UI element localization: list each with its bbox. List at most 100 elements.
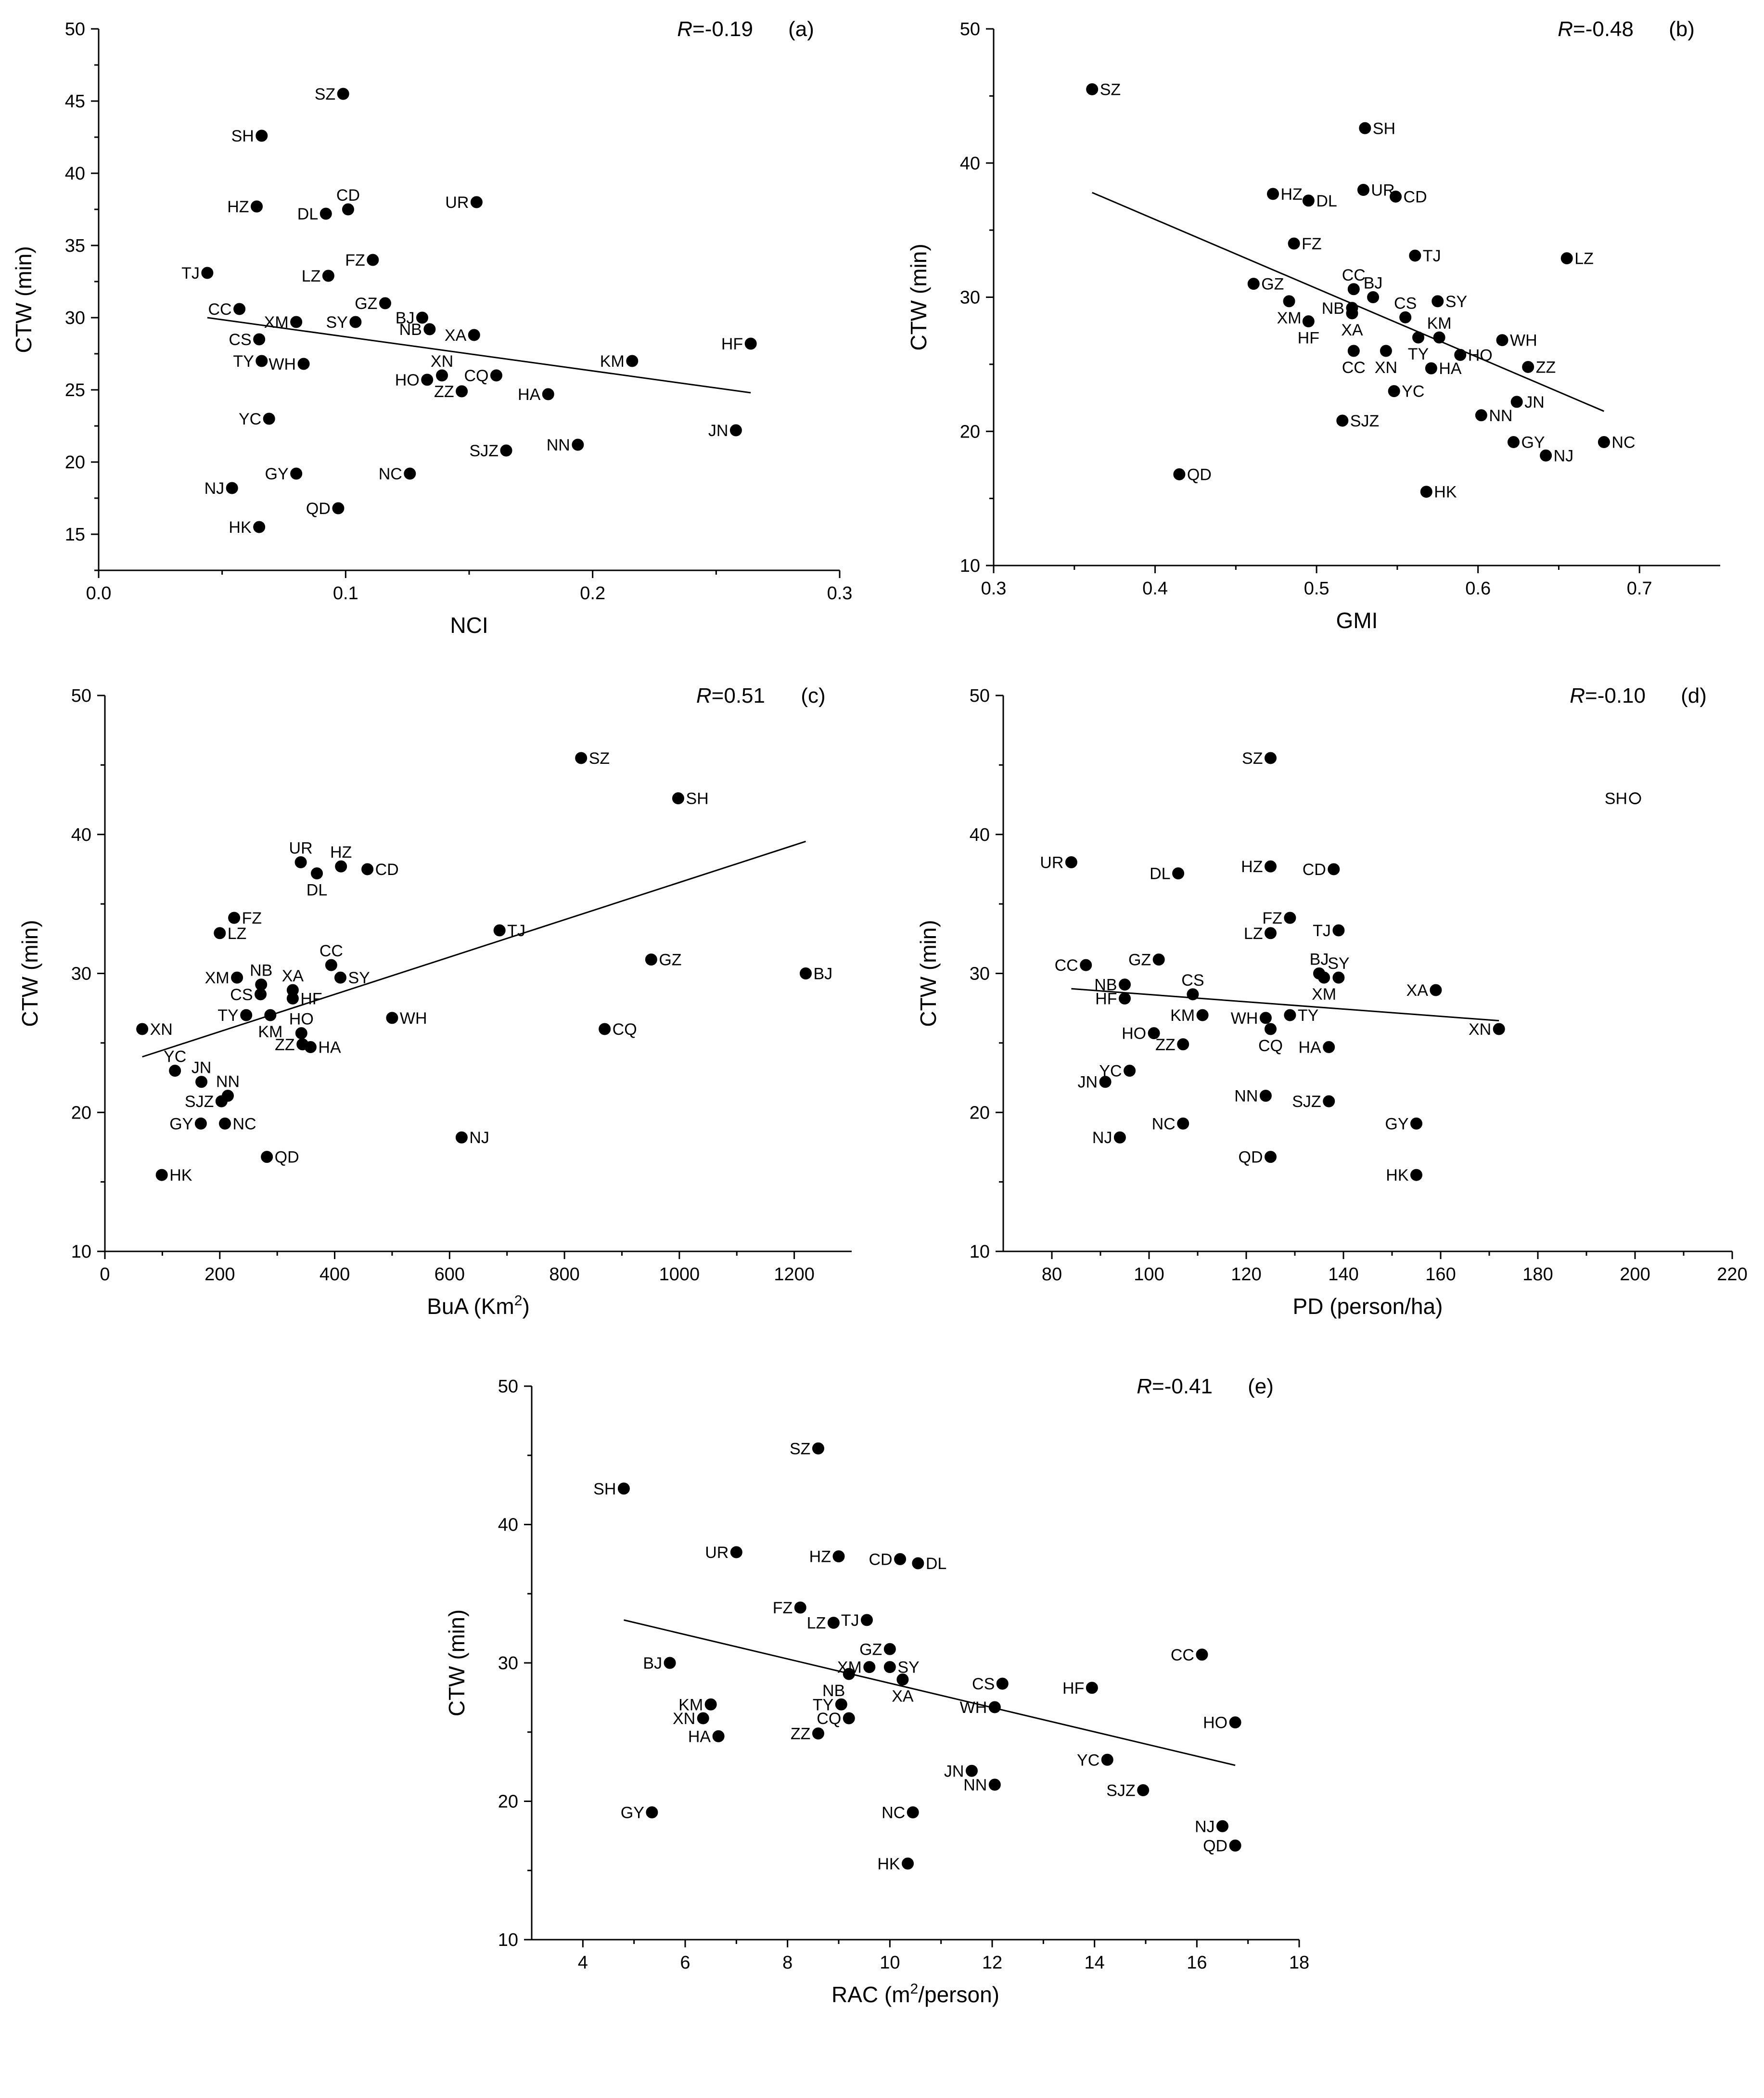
- data-point: [263, 412, 275, 425]
- point-label: XA: [1341, 321, 1363, 339]
- y-axis-label: CTW (min): [444, 1609, 469, 1716]
- point-label: GY: [621, 1804, 644, 1822]
- point-label: SJZ: [1292, 1093, 1321, 1111]
- point-label: TJ: [1423, 247, 1441, 265]
- x-axis-label-text: BuA (Km: [427, 1294, 514, 1319]
- data-point: [294, 856, 307, 868]
- point-label: UR: [1040, 854, 1063, 872]
- point-label: NC: [1611, 434, 1635, 452]
- point-label: YC: [164, 1048, 186, 1066]
- x-axis-label: BuA (Km2): [427, 1293, 530, 1319]
- data-point: [835, 1698, 847, 1711]
- point-label: NN: [547, 436, 570, 454]
- point-label: GZ: [355, 295, 377, 313]
- point-label: CD: [869, 1550, 892, 1569]
- panel-label: (d): [1681, 684, 1707, 708]
- data-point: [155, 1169, 168, 1181]
- point-label: NN: [963, 1776, 987, 1794]
- data-point: [1137, 1784, 1150, 1796]
- x-axis-label-tail: /person): [918, 1982, 999, 2007]
- data-point: [1086, 1682, 1098, 1694]
- y-tick-label: 40: [970, 825, 990, 845]
- y-tick-label: 20: [71, 1103, 91, 1123]
- data-point: [320, 207, 332, 220]
- data-point: [1347, 283, 1360, 296]
- point-label: HA: [318, 1039, 341, 1057]
- correlation-r: R: [696, 684, 712, 708]
- point-label: LZ: [807, 1614, 826, 1633]
- point-label: GZ: [1261, 275, 1284, 294]
- data-point: [470, 196, 483, 208]
- point-label: SJZ: [1106, 1782, 1135, 1800]
- data-point: [626, 355, 639, 367]
- data-point: [1399, 311, 1412, 323]
- x-tick-label: 180: [1522, 1264, 1553, 1285]
- data-point: [1173, 468, 1186, 480]
- point-label: XA: [892, 1687, 914, 1706]
- correlation-value: =0.51: [712, 684, 765, 708]
- point-label: KM: [678, 1696, 703, 1714]
- point-label: NJ: [1554, 447, 1574, 465]
- point-label: HA: [1439, 360, 1462, 378]
- data-point: [1177, 1038, 1189, 1051]
- data-point: [599, 1023, 611, 1035]
- data-point: [1265, 1151, 1277, 1163]
- y-tick-label: 50: [71, 686, 91, 706]
- point-label: XN: [1375, 359, 1397, 377]
- y-tick-label: 45: [65, 91, 85, 112]
- data-point: [335, 860, 347, 873]
- point-label: NB: [250, 962, 272, 980]
- data-point: [1152, 953, 1165, 966]
- data-point: [423, 323, 436, 335]
- data-point: [645, 953, 657, 966]
- point-label: JN: [944, 1762, 964, 1780]
- point-label: LZ: [228, 925, 247, 943]
- data-point: [575, 752, 588, 764]
- data-point: [1148, 1027, 1160, 1040]
- data-point: [572, 438, 584, 451]
- point-label: HO: [289, 1010, 314, 1029]
- data-point: [1259, 1090, 1272, 1102]
- data-point: [1598, 436, 1610, 449]
- y-tick-label: 30: [65, 308, 85, 328]
- point-label: WH: [1231, 1009, 1258, 1028]
- correlation-label: R=-0.10: [1570, 684, 1646, 708]
- data-point: [1265, 860, 1277, 873]
- data-point: [1284, 912, 1296, 924]
- data-point: [361, 863, 374, 875]
- point-label: WH: [960, 1699, 987, 1717]
- point-label: WH: [268, 355, 296, 373]
- data-point: [286, 992, 299, 1004]
- data-point: [1318, 971, 1330, 984]
- data-point: [214, 927, 226, 940]
- x-tick-label: 0.3: [827, 583, 853, 604]
- y-tick-label: 50: [65, 19, 85, 39]
- x-tick-label: 200: [1620, 1264, 1650, 1285]
- data-point: [843, 1712, 855, 1725]
- data-point: [812, 1442, 824, 1454]
- point-label: SZ: [1242, 749, 1263, 768]
- x-tick-label: 10: [880, 1953, 900, 1973]
- data-point: [729, 424, 742, 437]
- y-tick-label: 40: [65, 164, 85, 184]
- data-point: [1496, 334, 1508, 347]
- point-label: HO: [1203, 1714, 1227, 1732]
- data-point: [1265, 927, 1277, 940]
- correlation-r: R: [677, 17, 692, 41]
- point-label: SY: [326, 313, 348, 332]
- chart-panel-c: 0 200 400 600 800 1000 1200 10 20 30 40 50 BuA (Km2)…: [17, 684, 852, 1319]
- panel-label: (b): [1669, 17, 1695, 41]
- correlation-label: R=-0.48: [1558, 17, 1634, 41]
- data-point: [912, 1557, 924, 1570]
- data-point: [1332, 924, 1345, 937]
- correlation-label: R=-0.41: [1137, 1375, 1213, 1398]
- data-point: [832, 1550, 845, 1563]
- data-point: [290, 316, 303, 328]
- x-tick-label: 400: [320, 1264, 350, 1285]
- point-label: SY: [348, 969, 370, 987]
- point-label: UR: [445, 193, 469, 212]
- point-label: CS: [229, 331, 251, 349]
- point-label: SJZ: [185, 1093, 214, 1111]
- point-label: HZ: [330, 843, 352, 862]
- point-label: GZ: [859, 1640, 882, 1659]
